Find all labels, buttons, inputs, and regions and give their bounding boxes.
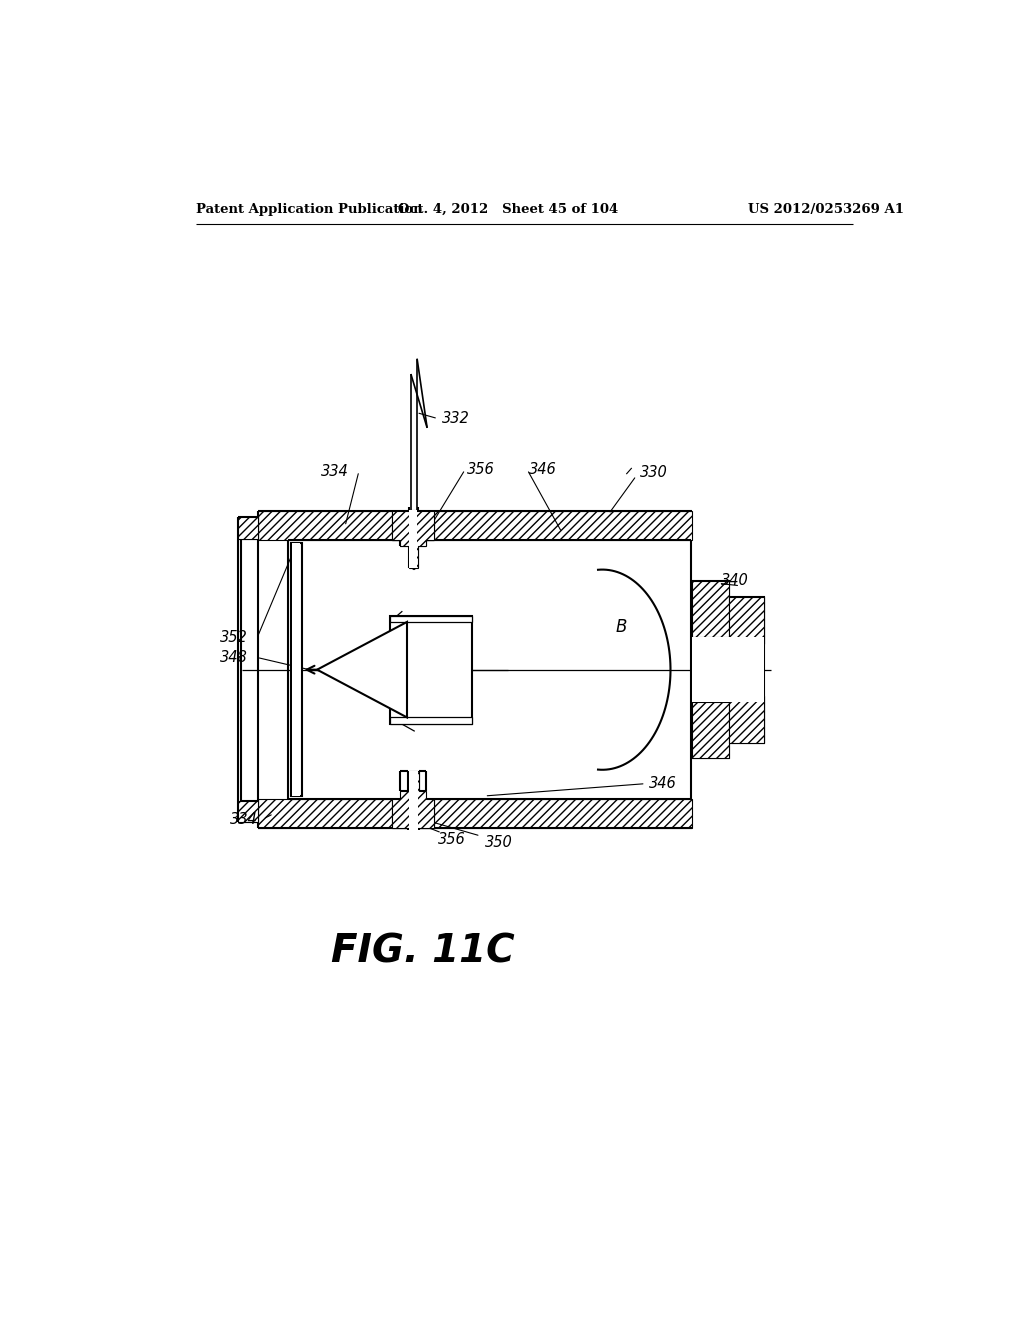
Text: 334: 334	[230, 812, 258, 826]
Text: Oct. 4, 2012   Sheet 45 of 104: Oct. 4, 2012 Sheet 45 of 104	[397, 203, 617, 215]
Text: 332: 332	[442, 411, 470, 426]
Text: 340: 340	[721, 573, 749, 587]
Bar	[288, 540, 690, 799]
Text: B: B	[615, 618, 627, 635]
Text: 334: 334	[322, 463, 349, 479]
Polygon shape	[729, 696, 764, 743]
Text: FIG. 11C: FIG. 11C	[331, 932, 514, 970]
Text: 346: 346	[529, 462, 557, 477]
Polygon shape	[392, 771, 434, 829]
Polygon shape	[692, 702, 729, 758]
Polygon shape	[390, 615, 472, 622]
Polygon shape	[692, 581, 764, 758]
Polygon shape	[317, 622, 407, 718]
Text: 346: 346	[649, 776, 677, 791]
Text: 350: 350	[484, 834, 512, 850]
Polygon shape	[392, 511, 434, 568]
Text: Patent Application Publication: Patent Application Publication	[197, 203, 423, 215]
Polygon shape	[729, 597, 764, 644]
Polygon shape	[392, 799, 434, 829]
Polygon shape	[238, 800, 258, 822]
Polygon shape	[692, 581, 729, 638]
Bar	[409, 771, 418, 830]
Polygon shape	[258, 511, 692, 540]
Text: 342: 342	[735, 651, 763, 667]
Bar	[291, 544, 302, 796]
Bar	[292, 544, 300, 796]
Text: 330: 330	[640, 465, 668, 480]
Text: 356: 356	[467, 462, 496, 477]
Polygon shape	[390, 615, 472, 723]
Text: 352: 352	[220, 630, 248, 645]
Polygon shape	[390, 718, 472, 723]
Polygon shape	[392, 511, 434, 540]
Polygon shape	[238, 517, 258, 539]
Text: US 2012/0253269 A1: US 2012/0253269 A1	[748, 203, 903, 215]
Bar	[692, 638, 764, 702]
Polygon shape	[258, 799, 692, 829]
Bar	[410, 510, 417, 568]
Text: 356: 356	[438, 832, 466, 846]
Text: 348: 348	[220, 649, 248, 665]
